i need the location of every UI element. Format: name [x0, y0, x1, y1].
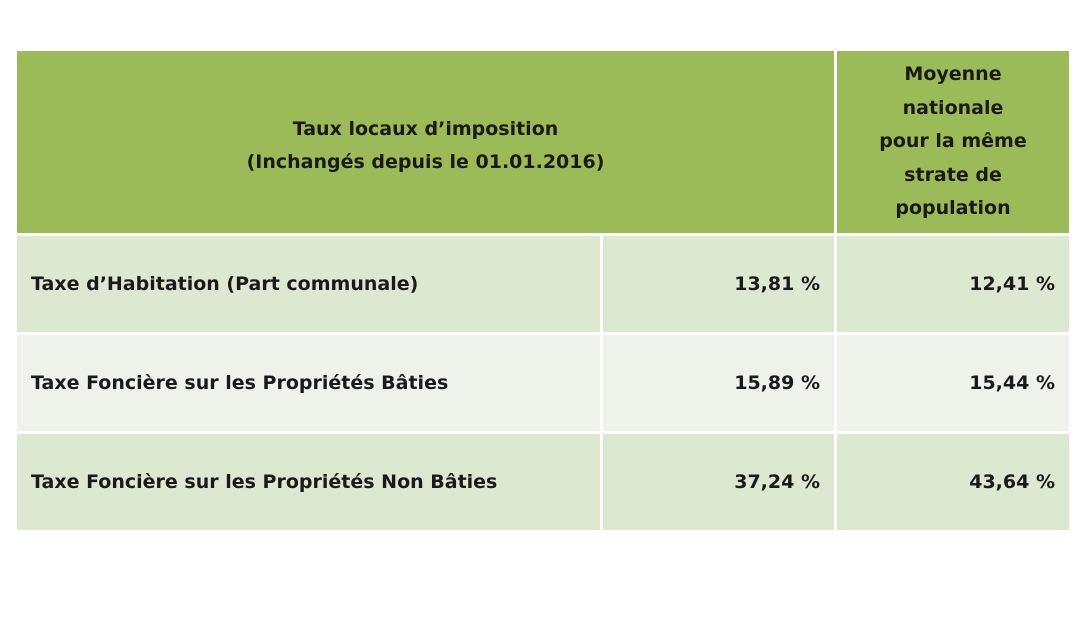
national-header-line: population — [895, 197, 1011, 220]
national-average-header: Moyenne nationale pour la même strate de… — [834, 48, 1072, 236]
table-row: Taxe Foncière sur les Propriétés Non Bât… — [14, 431, 1072, 533]
tax-label: Taxe Foncière sur les Propriétés Non Bât… — [14, 431, 603, 533]
local-rates-subtitle: (Inchangés depuis le 01.01.2016) — [246, 151, 605, 173]
local-rate-value: 37,24 % — [600, 431, 837, 533]
local-rates-title: Taux locaux d’imposition — [292, 118, 559, 140]
national-header-line: Moyenne — [904, 63, 1002, 86]
national-header-line: nationale — [902, 96, 1004, 119]
national-rate-value: 12,41 % — [834, 233, 1072, 335]
table-row: Taxe Foncière sur les Propriétés Bâties … — [14, 332, 1072, 434]
table-header-row: Taux locaux d’imposition (Inchangés depu… — [14, 48, 1072, 236]
national-header-line: pour la même — [879, 130, 1027, 153]
tax-label: Taxe Foncière sur les Propriétés Bâties — [14, 332, 603, 434]
local-rates-header: Taux locaux d’imposition (Inchangés depu… — [14, 48, 837, 236]
national-header-line: strate de — [904, 163, 1002, 186]
national-rate-value: 15,44 % — [834, 332, 1072, 434]
local-rate-value: 13,81 % — [600, 233, 837, 335]
local-rate-value: 15,89 % — [600, 332, 837, 434]
national-rate-value: 43,64 % — [834, 431, 1072, 533]
table-row: Taxe d’Habitation (Part communale) 13,81… — [14, 233, 1072, 335]
tax-label: Taxe d’Habitation (Part communale) — [14, 233, 603, 335]
tax-rates-table: Taux locaux d’imposition (Inchangés depu… — [14, 48, 1072, 533]
